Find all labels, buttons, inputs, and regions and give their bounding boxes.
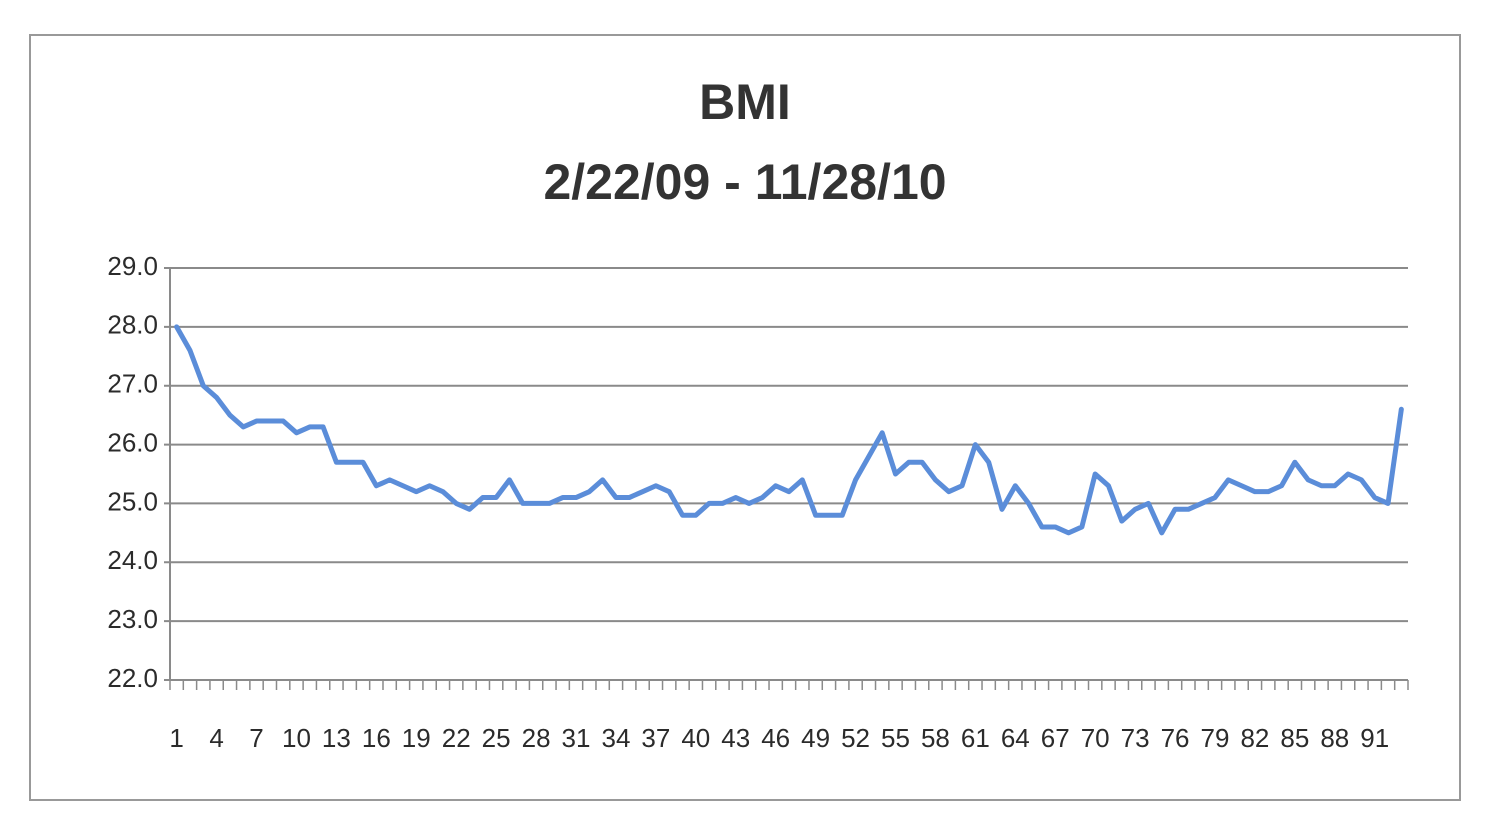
chart-subtitle: 2/22/09 - 11/28/10 (543, 154, 946, 210)
x-tick-label: 16 (362, 723, 391, 753)
x-tick-label: 73 (1121, 723, 1150, 753)
x-tick-label: 31 (562, 723, 591, 753)
x-tick-label: 76 (1161, 723, 1190, 753)
x-tick-label: 67 (1041, 723, 1070, 753)
x-tick-label: 49 (801, 723, 830, 753)
data-line (174, 324, 1404, 536)
x-tick-label: 4 (209, 723, 223, 753)
x-tick-label: 64 (1001, 723, 1030, 753)
x-tick-label: 28 (522, 723, 551, 753)
x-tick-label: 25 (482, 723, 511, 753)
y-tick-label: 29.0 (107, 251, 158, 281)
y-tick-label: 26.0 (107, 427, 158, 457)
x-tick-label: 70 (1081, 723, 1110, 753)
y-tick-label: 27.0 (107, 369, 158, 399)
y-tick-label: 22.0 (107, 663, 158, 693)
x-tick-label: 91 (1360, 723, 1389, 753)
x-tick-label: 61 (961, 723, 990, 753)
y-tick-label: 28.0 (107, 310, 158, 340)
x-tick-label: 58 (921, 723, 950, 753)
x-tick-label: 88 (1320, 723, 1349, 753)
x-tick-label: 46 (761, 723, 790, 753)
x-tick-label: 1 (169, 723, 183, 753)
x-tick-label: 52 (841, 723, 870, 753)
x-tick-label: 40 (681, 723, 710, 753)
x-tick-label: 34 (601, 723, 630, 753)
x-tick-label: 82 (1240, 723, 1269, 753)
x-tick-label: 7 (249, 723, 263, 753)
x-tick-label: 10 (282, 723, 311, 753)
x-tick-label: 37 (641, 723, 670, 753)
chart-border (29, 34, 1461, 801)
y-tick-label: 23.0 (107, 604, 158, 634)
x-tick-label: 55 (881, 723, 910, 753)
y-tick-label: 25.0 (107, 486, 158, 516)
x-tick-label: 43 (721, 723, 750, 753)
x-tick-label: 85 (1280, 723, 1309, 753)
chart-title: BMI (699, 74, 791, 130)
x-tick-label: 13 (322, 723, 351, 753)
x-tick-label: 22 (442, 723, 471, 753)
x-tick-label: 19 (402, 723, 431, 753)
y-tick-label: 24.0 (107, 545, 158, 575)
x-tick-label: 79 (1201, 723, 1230, 753)
